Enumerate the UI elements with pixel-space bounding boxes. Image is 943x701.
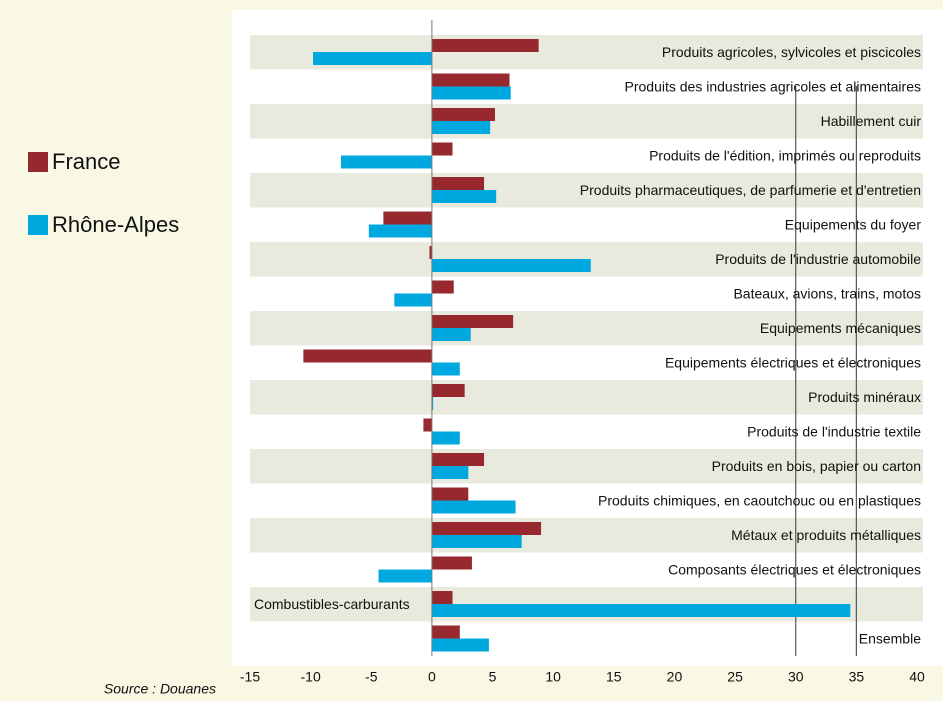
category-label: Produits des industries agricoles et ali… — [625, 78, 921, 94]
row-band — [250, 449, 923, 484]
bar — [303, 349, 432, 363]
category-label: Produits en bois, papier ou carton — [712, 458, 921, 474]
category-label: Produits minéraux — [808, 389, 921, 405]
category-label: Habillement cuir — [821, 113, 922, 129]
legend-swatch — [28, 215, 48, 235]
bar — [431, 177, 485, 190]
category-label: Produits de l'industrie textile — [747, 423, 921, 439]
bar — [431, 190, 497, 203]
row-band — [250, 173, 923, 208]
bar — [431, 328, 471, 341]
x-tick-label: -15 — [240, 669, 260, 685]
bar — [429, 246, 432, 259]
x-tick-label: -5 — [365, 669, 378, 685]
bar — [431, 397, 434, 410]
bar — [431, 453, 485, 466]
category-label: Ensemble — [859, 630, 921, 646]
bar — [431, 384, 465, 397]
bar — [431, 556, 472, 570]
category-label: Produits chimiques, en caoutchouc ou en … — [598, 492, 921, 508]
bar — [431, 86, 511, 100]
source: Source : Douanes — [104, 681, 216, 697]
bar — [431, 500, 516, 514]
bar — [431, 73, 510, 87]
bar — [431, 142, 453, 156]
legend-label: France — [52, 149, 120, 174]
bar — [431, 108, 495, 121]
legend-swatch — [28, 152, 48, 172]
row-band — [250, 311, 923, 346]
bar — [431, 591, 453, 604]
bar — [423, 418, 432, 432]
category-label: Produits de l'édition, imprimés ou repro… — [649, 147, 921, 163]
bar — [431, 487, 469, 501]
bar — [313, 52, 432, 65]
x-tick-label: -10 — [301, 669, 321, 685]
legend-label: Rhône-Alpes — [52, 212, 179, 237]
row-band — [250, 104, 923, 139]
x-tick-label: 25 — [727, 669, 743, 685]
bar — [431, 280, 454, 294]
x-tick-label: 15 — [606, 669, 622, 685]
category-label: Composants électriques et électroniques — [668, 561, 921, 577]
bar — [431, 431, 460, 445]
x-tick-label: 0 — [428, 669, 436, 685]
x-tick-label: 5 — [489, 669, 497, 685]
category-label: Combustibles-carburants — [254, 596, 410, 612]
x-tick-label: 10 — [545, 669, 561, 685]
bar — [340, 155, 432, 169]
x-tick-label: 30 — [788, 669, 804, 685]
category-label: Produits pharmaceutiques, de parfumerie … — [580, 182, 921, 198]
bar — [431, 638, 489, 652]
category-label: Equipements du foyer — [785, 216, 922, 232]
bar — [431, 625, 460, 639]
category-label: Equipements électriques et électroniques — [665, 354, 921, 370]
x-tick-label: 20 — [667, 669, 683, 685]
bar — [431, 121, 491, 134]
bar — [431, 466, 469, 479]
bar — [431, 522, 542, 535]
category-label: Bateaux, avions, trains, motos — [733, 285, 921, 301]
category-label: Produits agricoles, sylvicoles et piscic… — [662, 44, 921, 60]
row-band — [250, 518, 923, 553]
bar — [431, 604, 851, 617]
row-band — [250, 380, 923, 415]
category-label: Produits de l'industrie automobile — [715, 251, 921, 267]
bar — [431, 315, 514, 328]
x-tick-label: 40 — [909, 669, 925, 685]
category-label: Métaux et produits métalliques — [731, 527, 921, 543]
bar — [431, 39, 539, 52]
bar — [431, 535, 522, 548]
bar — [431, 259, 591, 272]
bar — [383, 211, 432, 225]
x-tick-label: 35 — [849, 669, 865, 685]
bar — [431, 362, 460, 376]
category-label: Equipements mécaniques — [760, 320, 921, 336]
bar — [378, 569, 432, 583]
bar — [394, 293, 432, 307]
bar — [368, 224, 432, 238]
